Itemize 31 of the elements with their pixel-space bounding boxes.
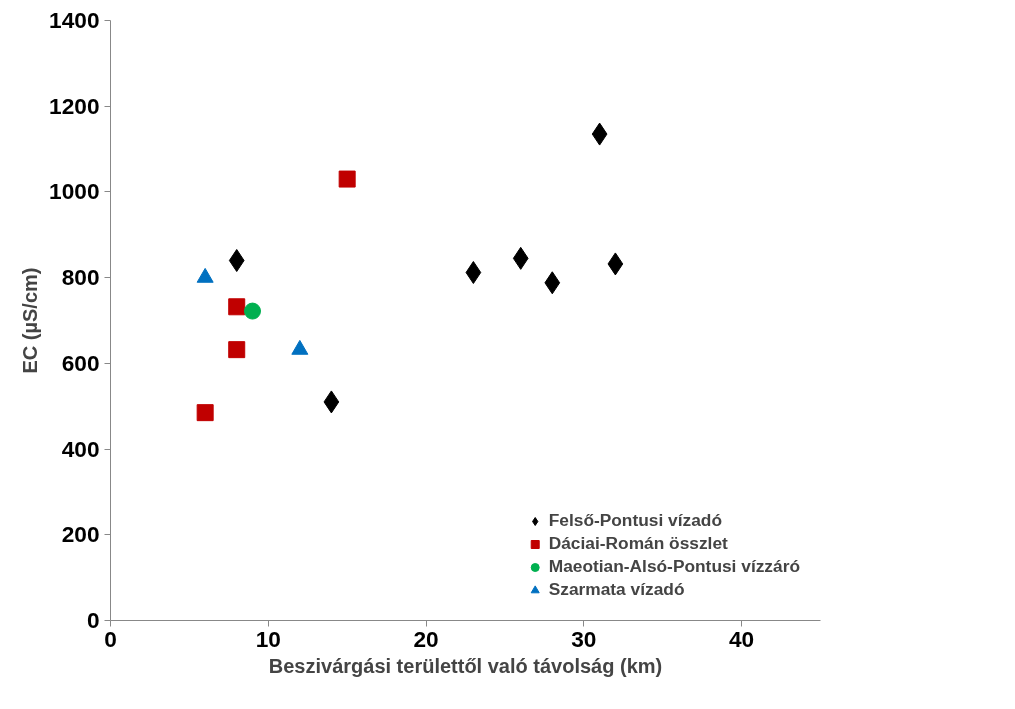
x-tick-label: 0 xyxy=(104,625,117,652)
legend-label: Maeotian-Alsó-Pontusi vízzáró xyxy=(548,556,800,577)
y-tick-label: 1000 xyxy=(49,178,100,205)
point xyxy=(607,252,624,276)
y-tick-label: 1400 xyxy=(49,7,100,33)
y-tick-label: 0 xyxy=(86,607,100,633)
point xyxy=(323,390,340,414)
point xyxy=(544,271,561,295)
x-tick-label: 20 xyxy=(413,625,439,652)
legend-label: Felső-Pontusi vízadó xyxy=(548,510,723,531)
y-tick-label: 200 xyxy=(61,521,100,548)
y-tick-label: 1200 xyxy=(49,92,100,119)
point xyxy=(591,122,608,146)
point xyxy=(228,341,246,359)
y-tick-label: 400 xyxy=(61,435,100,462)
y-axis-title: EC (µS/cm) xyxy=(19,267,42,374)
x-axis-title: Beszivárgási területtől való távolság (km) xyxy=(268,654,663,677)
point xyxy=(244,302,261,320)
point xyxy=(196,404,214,422)
point xyxy=(228,298,246,316)
point xyxy=(512,246,529,270)
point xyxy=(338,170,356,188)
point xyxy=(465,261,482,284)
x-tick-label: 10 xyxy=(255,625,281,652)
legend-label: Dáciai-Román összlet xyxy=(548,533,728,554)
legend-label: Szarmata vízadó xyxy=(548,579,685,600)
x-tick-label: 40 xyxy=(729,625,755,652)
y-tick-label: 600 xyxy=(61,349,100,376)
point xyxy=(228,249,245,272)
y-tick-label: 800 xyxy=(61,264,100,291)
x-tick-label: 30 xyxy=(571,625,597,652)
